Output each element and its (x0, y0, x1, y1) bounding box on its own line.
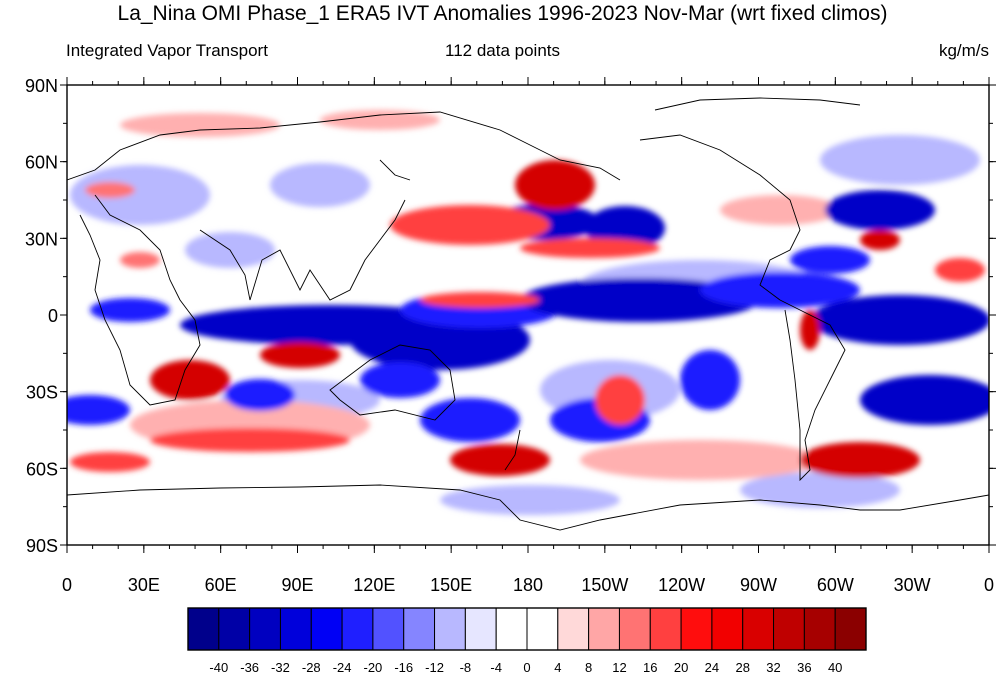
colorbar-label: -36 (240, 660, 259, 675)
colorbar-swatch (557, 607, 590, 651)
colorbar-label: 0 (523, 660, 530, 675)
lat-label: 90S (26, 536, 58, 556)
lon-label: 180 (513, 575, 543, 595)
lat-label: 30S (26, 383, 58, 403)
colorbar-label: 28 (735, 660, 749, 675)
map-title: La_Nina OMI Phase_1 ERA5 IVT Anomalies 1… (117, 2, 888, 25)
colorbar-label: -24 (333, 660, 352, 675)
colorbar-swatch (403, 607, 436, 651)
colorbar-label: -40 (209, 660, 228, 675)
colorbar-label: 8 (585, 660, 592, 675)
colorbar-swatch (711, 607, 744, 651)
colorbar-frame (187, 607, 867, 651)
colorbar-swatch (649, 607, 682, 651)
colorbar-swatch (742, 607, 775, 651)
colorbar-swatch (773, 607, 805, 651)
lon-label: 30W (894, 575, 931, 595)
colorbar-swatch (588, 607, 620, 651)
colorbar-swatch (310, 607, 343, 651)
colorbar-label: -12 (425, 660, 444, 675)
data-point-count: 112 data points (445, 41, 560, 60)
colorbar-label: 40 (828, 660, 842, 675)
lon-label: 150W (581, 575, 628, 595)
longitude-axis: 0 30E 60E 90E 120E 150E 180 150W 120W 90W 60W 30W 0 (62, 575, 994, 595)
colorbar-swatch (618, 607, 651, 651)
colorbar-label: 12 (612, 660, 626, 675)
colorbar-label: 24 (705, 660, 719, 675)
lat-label: 0 (48, 306, 58, 326)
colorbar-label: -32 (271, 660, 290, 675)
colorbar-swatch (187, 607, 220, 651)
colorbar-swatch (341, 607, 374, 651)
lon-label: 120W (658, 575, 705, 595)
colorbar-label: 36 (797, 660, 811, 675)
colorbar: -40 -36 -32 -28 -24 -20 -16 -12 -8 -4 0 4 8 12 16 20 24 2… (187, 607, 867, 675)
colorbar-swatch (464, 607, 497, 651)
lon-label: 150E (430, 575, 472, 595)
lat-label: 30N (25, 229, 58, 249)
lon-label: 60E (205, 575, 237, 595)
lon-label: 0 (62, 575, 72, 595)
colorbar-swatch (680, 607, 713, 651)
colorbar-swatch (218, 607, 251, 651)
lon-label: 0 (984, 575, 994, 595)
colorbar-label: 16 (643, 660, 657, 675)
lon-label: 60W (817, 575, 854, 595)
lat-label: 60N (25, 153, 58, 173)
lat-label: 60S (26, 459, 58, 479)
colorbar-swatch (526, 607, 559, 651)
colorbar-swatch (434, 607, 466, 651)
latitude-axis: 90N 60N 30N 0 30S 60S 90S (25, 76, 58, 556)
lon-label: 30E (128, 575, 160, 595)
colorbar-swatch (803, 607, 836, 651)
colorbar-swatch (834, 607, 867, 651)
axis-ticks (60, 77, 996, 553)
colorbar-label: 32 (766, 660, 780, 675)
colorbar-label: -8 (460, 660, 472, 675)
colorbar-swatch (495, 607, 528, 651)
coastlines (67, 97, 989, 531)
colorbar-label: 4 (554, 660, 561, 675)
colorbar-label: -16 (394, 660, 413, 675)
colorbar-swatch (249, 607, 281, 651)
lon-label: 90E (281, 575, 313, 595)
lat-label: 90N (25, 76, 58, 96)
colorbar-label: 20 (674, 660, 688, 675)
lon-label: 120E (353, 575, 395, 595)
units-label: kg/m/s (938, 41, 989, 60)
anomaly-field (67, 85, 989, 545)
colorbar-label: -28 (302, 660, 321, 675)
variable-name: Integrated Vapor Transport (66, 41, 268, 60)
lon-label: 90W (740, 575, 777, 595)
colorbar-label: -20 (364, 660, 383, 675)
colorbar-swatch (372, 607, 405, 651)
colorbar-label: -4 (490, 660, 502, 675)
colorbar-swatch (279, 607, 312, 651)
